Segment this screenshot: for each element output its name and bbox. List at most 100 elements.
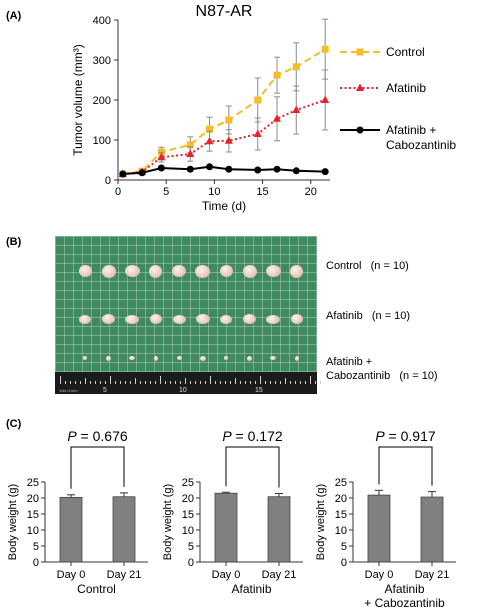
ruler-tick bbox=[210, 376, 211, 384]
y-tick-label: 20 bbox=[335, 493, 347, 505]
tumor-specimen bbox=[106, 355, 111, 361]
tumor-specimen bbox=[176, 356, 182, 360]
ruler-tick bbox=[115, 381, 116, 384]
ruler-number: 15 bbox=[255, 387, 263, 394]
tumor-specimen bbox=[265, 265, 281, 277]
tumor-specimen bbox=[224, 356, 228, 360]
tumor-specimen bbox=[79, 314, 91, 324]
ruler-tick bbox=[310, 376, 311, 384]
p-value-label: P = 0.676 bbox=[67, 428, 128, 444]
ruler-tick bbox=[140, 381, 141, 384]
data-point bbox=[225, 116, 233, 124]
group-label: Afatinib bbox=[231, 582, 271, 596]
tumor-specimen bbox=[294, 355, 299, 361]
p-value-label: P = 0.172 bbox=[222, 428, 283, 444]
y-tick-label: 5 bbox=[341, 541, 347, 553]
tumor-volume-line-chart: N87-AR 0 100 200 300 400 0 5 10 15 20 Time (d) Tumor… bbox=[71, 3, 456, 213]
photo-label-afatinib: Afatinib (n = 10) bbox=[326, 310, 411, 322]
data-point bbox=[138, 169, 146, 177]
ruler-tick bbox=[100, 381, 101, 384]
ruler-tick bbox=[290, 381, 291, 384]
tumor-specimen bbox=[172, 314, 186, 324]
data-point bbox=[356, 126, 364, 134]
ruler-tick bbox=[245, 381, 246, 384]
ruler-tick bbox=[180, 381, 181, 384]
group-label: Control bbox=[77, 582, 116, 596]
y-tick-label: 15 bbox=[335, 509, 347, 521]
data-point bbox=[321, 95, 330, 103]
data-point bbox=[157, 164, 165, 172]
data-point bbox=[292, 105, 301, 113]
ruler: 1div=1mm 5 10 15 bbox=[55, 372, 321, 394]
y-tick-label: 0 bbox=[188, 557, 194, 569]
ruler-tick bbox=[255, 381, 256, 384]
data-point bbox=[253, 129, 262, 137]
tumor-specimen bbox=[153, 355, 158, 361]
body-weight-chart-1: 0 5 10 15 20 25 Body weight (g) Day 0 Day 21 P = … bbox=[162, 428, 303, 596]
y-tick-label: 10 bbox=[27, 525, 39, 537]
data-point bbox=[206, 125, 214, 133]
ruler-tick bbox=[105, 381, 106, 384]
ruler-tick bbox=[150, 381, 151, 384]
series-line bbox=[122, 48, 326, 175]
data-point bbox=[321, 168, 329, 176]
data-point bbox=[254, 96, 262, 104]
bar bbox=[267, 496, 291, 563]
ruler-tick bbox=[315, 381, 316, 384]
tumor-specimen bbox=[247, 355, 252, 361]
y-tick-label: 20 bbox=[27, 493, 39, 505]
tumor-specimen bbox=[195, 314, 210, 324]
data-point bbox=[273, 165, 281, 173]
tumor-specimen bbox=[172, 265, 186, 277]
tumor-specimen bbox=[266, 314, 280, 324]
ruler-tick bbox=[285, 378, 286, 384]
bar bbox=[112, 496, 136, 563]
ruler-tick bbox=[270, 381, 271, 384]
series-line bbox=[122, 99, 326, 175]
legend-label: Afatinib bbox=[386, 81, 426, 95]
ruler-tick bbox=[200, 381, 201, 384]
photo-label-control: Control (n = 10) bbox=[326, 260, 409, 272]
y-axis-label: Body weight (g) bbox=[315, 484, 327, 560]
body-weight-chart-0: 0 5 10 15 20 25 Body weight (g) Day 0 Day 21 P = … bbox=[7, 428, 148, 596]
bar bbox=[420, 496, 444, 563]
x-tick-label: Day 21 bbox=[415, 569, 450, 581]
ruler-tick bbox=[125, 381, 126, 384]
ruler-tick bbox=[160, 376, 161, 384]
ruler-tick bbox=[220, 381, 221, 384]
bar bbox=[59, 496, 83, 563]
ruler-tick bbox=[85, 378, 86, 384]
y-tick-label: 0 bbox=[105, 175, 111, 187]
legend-label: Control bbox=[386, 45, 425, 59]
series-0 bbox=[119, 18, 329, 178]
y-tick-label: 10 bbox=[335, 525, 347, 537]
photo-label-combo: Afatinib + Cabozantinib (n = 10) bbox=[326, 356, 438, 382]
y-axis-label: Tumor volume (mm³) bbox=[71, 44, 85, 156]
y-tick-label: 5 bbox=[188, 541, 194, 553]
tumor-specimen bbox=[83, 356, 87, 360]
tumor-specimen bbox=[290, 314, 303, 324]
ruler-note: 1div=1mm bbox=[59, 388, 78, 393]
tumor-specimen bbox=[219, 265, 233, 277]
ruler-tick bbox=[320, 381, 321, 384]
ruler-tick bbox=[230, 381, 231, 384]
x-tick-label: Day 21 bbox=[262, 569, 297, 581]
bar bbox=[214, 492, 238, 563]
ruler-tick bbox=[305, 381, 306, 384]
y-tick-label: 15 bbox=[27, 509, 39, 521]
ruler-tick bbox=[215, 381, 216, 384]
panel-label-c: (C) bbox=[6, 418, 22, 430]
x-tick-label: Day 0 bbox=[365, 569, 394, 581]
tumor-specimen bbox=[78, 265, 92, 277]
tumor-specimen bbox=[102, 314, 115, 324]
series-2 bbox=[119, 163, 329, 178]
ruler-tick bbox=[155, 381, 156, 384]
data-point bbox=[206, 163, 214, 171]
ruler-tick bbox=[70, 381, 71, 384]
tumor-specimen bbox=[270, 356, 276, 360]
y-tick-label: 5 bbox=[33, 541, 39, 553]
data-point bbox=[157, 152, 166, 161]
significance-bracket bbox=[378, 446, 433, 486]
y-tick-label: 20 bbox=[182, 493, 194, 505]
x-tick-label: Day 21 bbox=[107, 569, 142, 581]
